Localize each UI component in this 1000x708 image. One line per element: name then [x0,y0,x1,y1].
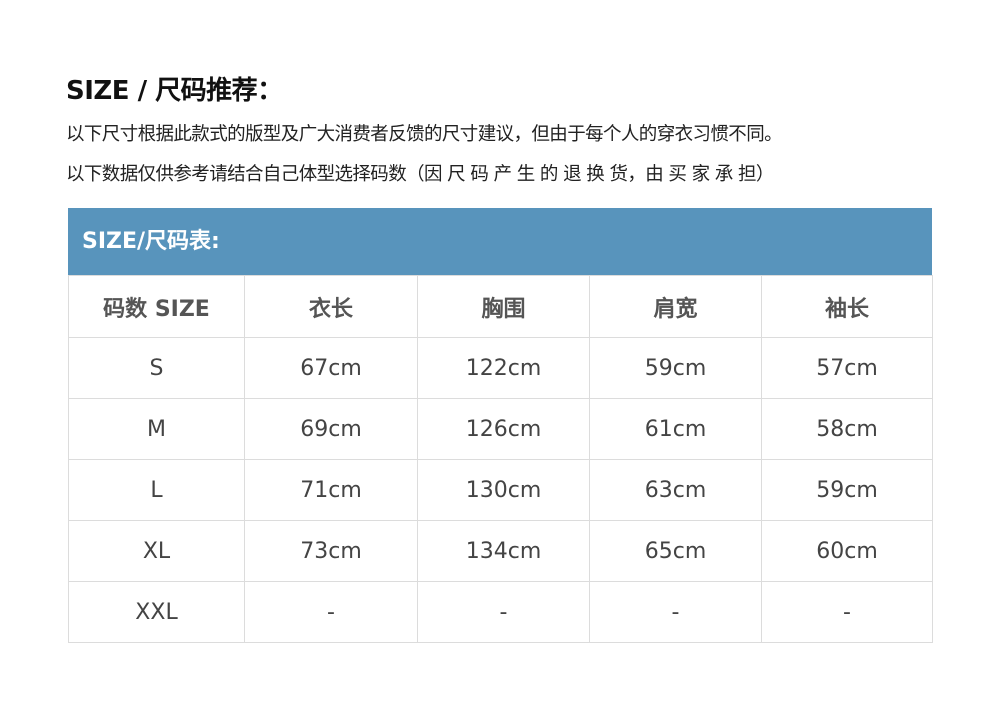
column-header: 袖长 [761,275,933,338]
table-cell: XXL [68,581,245,643]
note-line: 以下尺寸根据此款式的版型及广大消费者反馈的尺寸建议，但由于每个人的穿衣习惯不同。 [66,124,783,145]
table-cell: 63cm [589,459,762,521]
table-row: S 67cm 122cm 59cm 57cm [68,337,933,399]
size-table: 码数 SIZE 衣长 胸围 肩宽 袖长 S 67cm 122cm 59cm 57cm M 69cm 12… [68,275,933,643]
table-cell: - [589,581,762,643]
column-header: 胸围 [417,275,590,338]
table-cell: M [68,398,245,460]
table-cell: S [68,337,245,399]
column-header: 肩宽 [589,275,762,338]
table-cell: 61cm [589,398,762,460]
table-cell: - [417,581,590,643]
table-cell: - [761,581,933,643]
table-cell: 122cm [417,337,590,399]
table-cell: 57cm [761,337,933,399]
table-cell: 71cm [244,459,418,521]
table-cell: 126cm [417,398,590,460]
table-row: XXL - - - - [68,581,933,643]
table-cell: 73cm [244,520,418,582]
table-row: L 71cm 130cm 63cm 59cm [68,459,933,521]
table-cell: XL [68,520,245,582]
table-cell: 60cm [761,520,933,582]
table-cell: 59cm [589,337,762,399]
table-cell: 134cm [417,520,590,582]
table-cell: 65cm [589,520,762,582]
table-cell: 59cm [761,459,933,521]
table-cell: - [244,581,418,643]
table-cell: 67cm [244,337,418,399]
table-cell: 69cm [244,398,418,460]
column-header: 衣长 [244,275,418,338]
table-cell: L [68,459,245,521]
table-cell: 58cm [761,398,933,460]
column-header: 码数 SIZE [68,275,245,338]
table-row: M 69cm 126cm 61cm 58cm [68,398,933,460]
note-line: 以下数据仅供参考请结合自己体型选择码数（因 尺 码 产 生 的 退 换 货，由 … [66,164,774,185]
size-chart: SIZE/尺码表: 码数 SIZE 衣长 胸围 肩宽 袖长 S 67cm 122cm 59cm 5… [68,208,933,643]
table-cell: 130cm [417,459,590,521]
table-row: XL 73cm 134cm 65cm 60cm [68,520,933,582]
size-chart-title: SIZE/尺码表: [68,208,932,275]
table-header-row: 码数 SIZE 衣长 胸围 肩宽 袖长 [68,275,933,338]
page-title: SIZE / 尺码推荐： [66,76,283,106]
